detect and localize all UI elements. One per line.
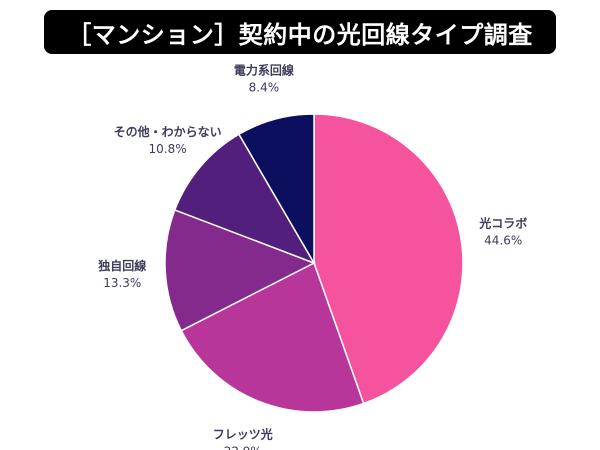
pie-slices bbox=[164, 113, 464, 413]
slice-label: その他・わからない bbox=[114, 124, 222, 139]
title-banner: ［マンション］契約中の光回線タイプ調査 bbox=[44, 10, 556, 54]
slice-value-label: 13.3% bbox=[103, 276, 141, 290]
pie-labels: 光コラボ 44.6% フレッツ光 22.9% 独自回線 13.3% その他・わからない 10.… bbox=[97, 63, 527, 450]
slice-value-label: 22.9% bbox=[224, 444, 262, 450]
slice-label: 光コラボ bbox=[478, 216, 527, 231]
slice-value-label: 8.4% bbox=[249, 81, 280, 95]
slice-label: フレッツ光 bbox=[213, 426, 273, 441]
pie-slice bbox=[173, 133, 316, 265]
slice-value-label: 44.6% bbox=[484, 234, 522, 248]
slice-label: 独自回線 bbox=[97, 258, 146, 273]
pie-slice bbox=[237, 113, 315, 266]
pie-slice bbox=[164, 208, 316, 332]
pie-slice bbox=[313, 113, 464, 405]
slice-label: 電力系回線 bbox=[234, 63, 294, 78]
slice-value-label: 10.8% bbox=[149, 142, 187, 156]
chart-title: ［マンション］契約中の光回線タイプ調査 bbox=[67, 20, 533, 49]
pie-slice bbox=[180, 261, 365, 413]
